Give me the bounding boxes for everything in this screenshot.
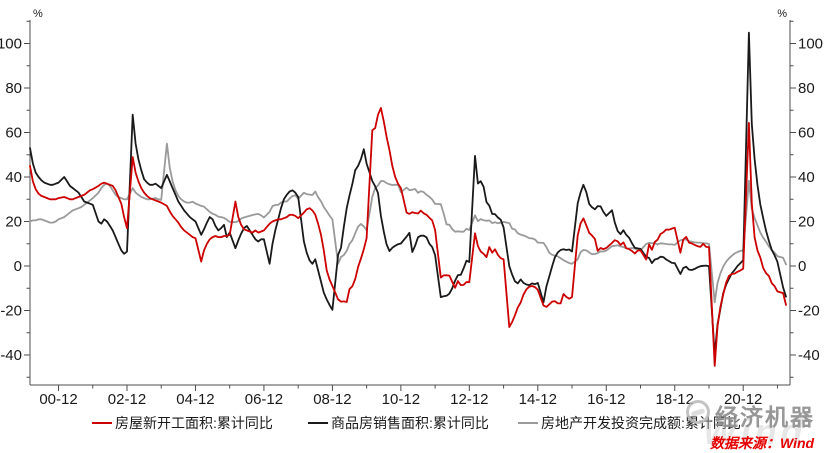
svg-text:0: 0 xyxy=(798,258,806,275)
legend-item-sales-area: 商品房销售面积:累计同比 xyxy=(308,413,489,433)
svg-text:02-12: 02-12 xyxy=(108,391,146,408)
svg-text:20: 20 xyxy=(798,214,815,231)
legend-label-new-starts: 房屋新开工面积:累计同比 xyxy=(115,413,273,433)
svg-text:40: 40 xyxy=(798,169,815,186)
svg-text:00-12: 00-12 xyxy=(39,391,77,408)
red-line-swatch-icon xyxy=(92,422,112,424)
svg-text:60: 60 xyxy=(5,125,22,142)
svg-text:20-12: 20-12 xyxy=(724,391,762,408)
chart-canvas: -40 -40 -20 -20 0 0 20 20 40 40 60 60 80 80 100 100%% 00… xyxy=(0,0,831,453)
legend-label-sales-area: 商品房销售面积:累计同比 xyxy=(331,413,489,433)
svg-text:80: 80 xyxy=(798,80,815,97)
svg-text:%: % xyxy=(777,8,787,20)
chart-legend: 房屋新开工面积:累计同比 商品房销售面积:累计同比 房地产开发投资完成额:累计同… xyxy=(0,413,831,433)
svg-text:100: 100 xyxy=(798,36,823,53)
svg-text:16-12: 16-12 xyxy=(587,391,625,408)
svg-text:-40: -40 xyxy=(0,347,22,364)
svg-text:18-12: 18-12 xyxy=(656,391,694,408)
svg-text:08-12: 08-12 xyxy=(313,391,351,408)
svg-text:20: 20 xyxy=(5,214,22,231)
svg-text:04-12: 04-12 xyxy=(176,391,214,408)
line-chart-figure: -40 -40 -20 -20 0 0 20 20 40 40 60 60 80 80 100 100%% 00… xyxy=(0,0,831,453)
svg-text:-20: -20 xyxy=(0,303,22,320)
svg-text:06-12: 06-12 xyxy=(245,391,283,408)
svg-text:60: 60 xyxy=(798,125,815,142)
svg-text:12-12: 12-12 xyxy=(450,391,488,408)
svg-text:10-12: 10-12 xyxy=(382,391,420,408)
legend-item-investment: 房地产开发投资完成额:累计同比 xyxy=(518,413,741,433)
svg-text:%: % xyxy=(33,8,43,20)
gray-line-swatch-icon xyxy=(518,422,538,424)
legend-label-investment: 房地产开发投资完成额:累计同比 xyxy=(541,413,741,433)
data-source-note: 数据来源：Wind xyxy=(710,433,825,453)
svg-text:100: 100 xyxy=(0,36,22,53)
legend-item-new-starts: 房屋新开工面积:累计同比 xyxy=(92,413,273,433)
svg-text:-40: -40 xyxy=(798,347,820,364)
svg-text:80: 80 xyxy=(5,80,22,97)
black-line-swatch-icon xyxy=(308,422,328,424)
svg-text:14-12: 14-12 xyxy=(519,391,557,408)
svg-text:-20: -20 xyxy=(798,303,820,320)
svg-text:0: 0 xyxy=(14,258,22,275)
svg-text:40: 40 xyxy=(5,169,22,186)
